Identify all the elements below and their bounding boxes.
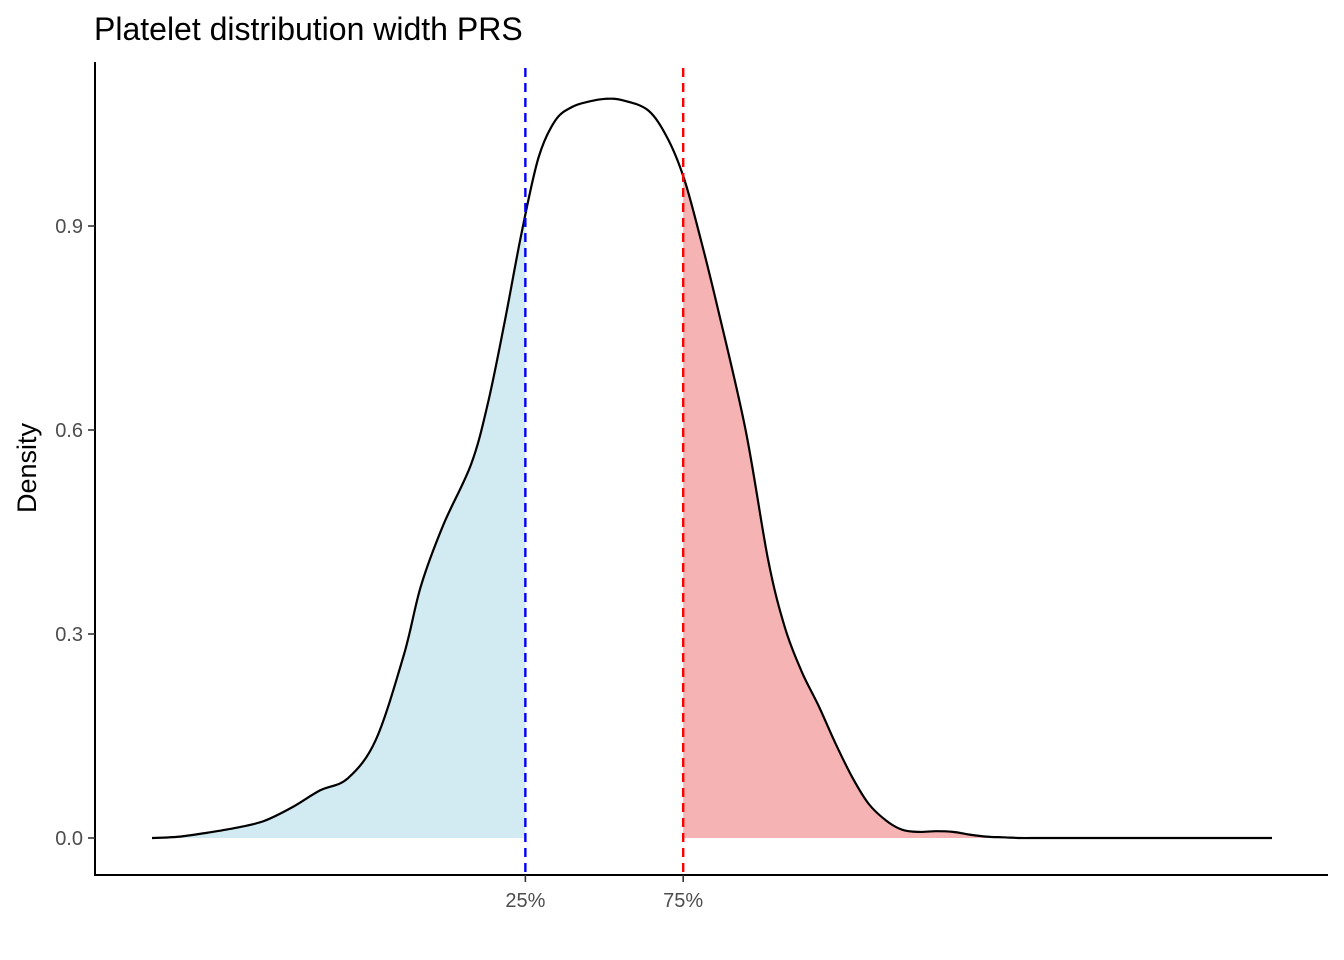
chart-title: Platelet distribution width PRS [94, 11, 523, 47]
y-tick-label: 0.3 [55, 624, 83, 646]
x-tick-label: 75% [663, 890, 703, 912]
x-tick-label: 25% [505, 890, 545, 912]
lower-tail-fill [152, 216, 526, 838]
y-tick-label: 0.9 [55, 216, 83, 238]
y-ticks: 0.0 0.3 0.6 0.9 [55, 216, 95, 850]
density-curve [151, 97, 1272, 840]
density-curve-group [151, 97, 1272, 840]
upper-tail-fill [682, 173, 1272, 839]
quantile-lines [524, 68, 685, 875]
axes [94, 62, 1328, 876]
y-tick-label: 0.0 [55, 828, 83, 850]
y-tick-label: 0.6 [55, 420, 83, 442]
y-axis-label: Density [12, 422, 42, 513]
x-ticks: 25% 75% [505, 875, 703, 912]
quantile-fills [152, 173, 1272, 839]
